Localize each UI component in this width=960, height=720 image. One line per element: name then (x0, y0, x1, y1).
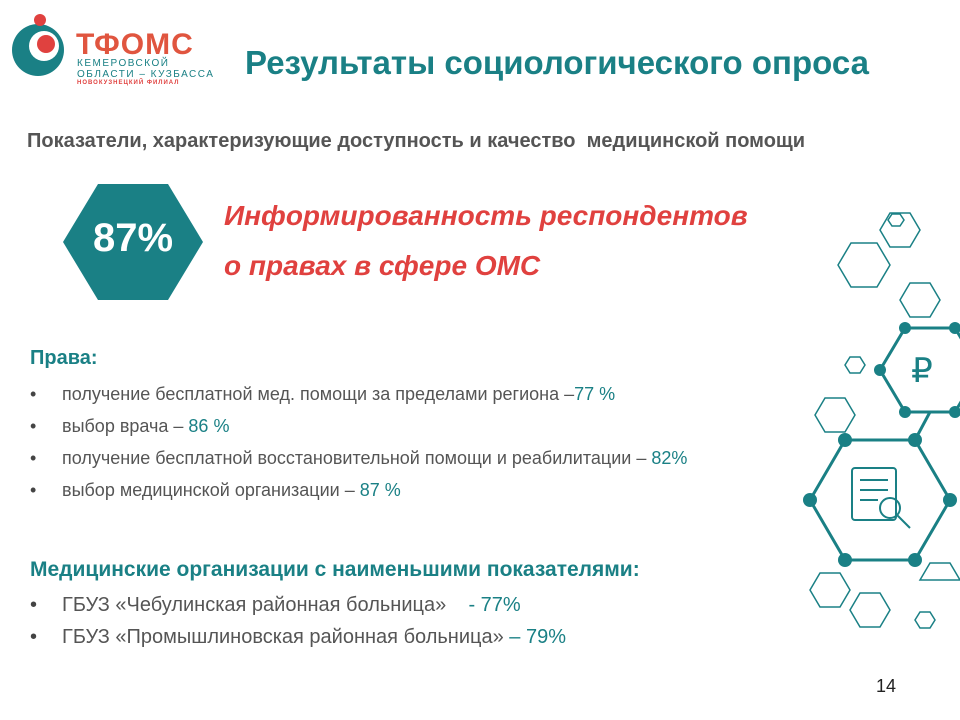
org-heading: Медицинские организации с наименьшими по… (30, 558, 640, 581)
org-list: ГБУЗ «Чебулинская районная больница» - 7… (28, 589, 566, 653)
item-text: ГБУЗ «Промышлиновская районная больница» (62, 626, 510, 648)
list-item: ГБУЗ «Чебулинская районная больница» - 7… (28, 589, 566, 621)
logo-icon (12, 14, 64, 76)
document-icon (851, 467, 911, 529)
highlight-text: Информированность респондентов (224, 200, 748, 231)
highlight-text: о правах в сфере ОМС (224, 250, 541, 281)
rights-list: получение бесплатной мед. помощи за пред… (28, 378, 687, 506)
title: Результаты социологического опроса (245, 44, 869, 81)
list-item: выбор медицинской организации – 87 % (28, 474, 687, 506)
subtitle: Показатели, характеризующие доступность … (27, 130, 806, 152)
list-item: получение бесплатной мед. помощи за пред… (28, 378, 687, 410)
rights-heading: Права: (30, 347, 98, 369)
highlight-value: 87% (92, 216, 174, 260)
item-value: – 79% (509, 626, 566, 648)
item-text: выбор медицинской организации – (62, 480, 360, 500)
list-item: получение бесплатной восстановительной п… (28, 442, 687, 474)
hex-network (808, 326, 960, 562)
item-text: ГБУЗ «Чебулинская районная больница» (62, 594, 469, 616)
item-text: получение бесплатной восстановительной п… (62, 448, 652, 468)
hex-nodes (803, 322, 960, 567)
small-hexes (809, 212, 960, 629)
item-text: выбор врача – (62, 416, 189, 436)
value-hexagon (63, 184, 203, 300)
page-number: 14 (876, 676, 897, 696)
list-item: ГБУЗ «Промышлиновская районная больница»… (28, 621, 566, 653)
item-value: 77 % (574, 384, 616, 404)
logo-name: ТФОМС (76, 28, 194, 61)
logo-line: ОБЛАСТИ – КУЗБАССА (77, 69, 215, 80)
item-value: - 77% (468, 594, 521, 616)
logo-line: КЕМЕРОВСКОЙ (77, 58, 170, 69)
list-item: выбор врача – 86 % (28, 410, 687, 442)
logo-line: НОВОКУЗНЕЦКИЙ ФИЛИАЛ (77, 80, 180, 86)
item-value: 87 % (359, 480, 401, 500)
ruble-icon: ₽ (911, 352, 933, 390)
item-text: получение бесплатной мед. помощи за пред… (62, 384, 575, 404)
item-value: 82% (651, 448, 688, 468)
item-value: 86 % (188, 416, 230, 436)
